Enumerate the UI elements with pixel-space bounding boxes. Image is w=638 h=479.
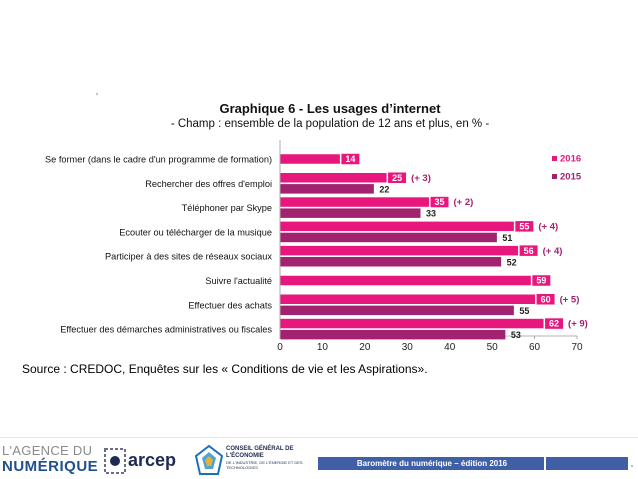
bar-2016 [280,197,429,207]
category-label: Participer à des sites de réseaux sociau… [105,252,272,262]
bar-2016 [280,245,519,256]
difference-annotation: (+ 4) [538,222,558,233]
bar-2016 [280,173,387,183]
logo-arcep-text: arcep [128,450,177,470]
logo-agence-line2: NUMÉRIQUE [2,458,99,475]
value-label-2016: 56 [524,246,534,256]
bar-2015 [280,184,374,194]
x-tick-label: 10 [317,342,329,353]
difference-annotation: (+ 3) [411,173,431,184]
logo-cge-line1: CONSEIL GÉNÉRAL DE L'ÉCONOMIE [226,446,294,459]
x-tick-label: 30 [402,342,414,353]
category-label: Ecouter ou télécharger de la musique [119,227,272,237]
legend-swatch-2015 [552,174,557,179]
value-label-2016: 55 [519,222,529,232]
bar-2015 [280,208,421,218]
x-tick-label: 60 [529,342,541,353]
stray-mark: ʼ [96,92,98,102]
bar-chart: 0 10 20 30 40 50 60 70 Se former (dans le cadre … [45,140,588,353]
category-label: Effectuer des démarches administratives … [60,325,272,335]
bar-2015 [280,257,502,267]
value-label-2016-box [545,318,564,329]
value-label-2016-box [341,153,360,165]
value-label-2016-box [388,172,407,183]
bar-2016 [280,154,340,164]
difference-annotation: (+ 5) [560,294,580,305]
value-label-2016-box [536,294,555,305]
footer-divider [0,437,638,438]
page-dot [631,465,633,467]
logo-cge-line2: DE L'INDUSTRIE, DE L'ÉNERGIE ET DES TECH… [226,460,303,470]
bar-2016 [280,318,544,329]
legend-label-2015: 2015 [560,172,582,183]
bar-2016 [280,275,531,286]
value-label-2015: 33 [426,209,436,219]
footer-band-text: Baromètre du numérique – édition 2016 [356,459,508,468]
legend-label-2016: 2016 [560,154,581,165]
value-label-2016: 60 [541,294,551,304]
value-label-2015: 55 [519,306,529,316]
chart-subtitle: - Champ : ensemble de la population de 1… [170,118,490,130]
bar-2016 [280,294,536,304]
category-label: Effectuer des achats [188,300,272,310]
value-label-2015: 22 [379,184,389,194]
x-tick-label: 0 [277,342,283,353]
category-label: Se former (dans le cadre d'un programme … [45,155,272,165]
difference-annotation: (+ 4) [543,246,563,257]
value-label-2015: 52 [507,257,517,267]
category-label: Suivre l'actualité [205,276,272,286]
cge-emblem-icon [194,444,224,475]
x-tick-label: 40 [444,342,456,353]
value-label-2016: 35 [434,197,444,207]
x-tick-label: 70 [571,342,583,353]
agence-numerique-logo: L'AGENCE DU NUMÉRIQUE [2,443,98,479]
value-label-2016: 25 [392,173,402,183]
cge-logo: CONSEIL GÉNÉRAL DE L'ÉCONOMIE DE L'INDUS… [194,443,314,479]
difference-annotation: (+ 9) [568,319,588,330]
arcep-emblem-icon [104,448,126,474]
value-label-2015: 51 [502,233,512,243]
bar-2015 [280,232,497,243]
difference-annotation: (+ 2) [454,197,474,208]
value-label-2016-box [515,221,534,232]
value-label-2016-box [532,275,551,286]
bar-2015 [280,329,506,340]
bar-2016 [280,221,514,232]
logo-agence-line1: L'AGENCE DU [2,443,93,458]
category-label: Téléphoner par Skype [182,203,272,213]
arcep-logo: arcep [102,444,184,478]
value-label-2015: 53 [511,330,521,340]
category-label: Rechercher des offres d'emploi [145,179,272,189]
footer-band: Baromètre du numérique – édition 2016 [318,457,628,470]
x-tick-label: 20 [359,342,371,353]
x-tick-label: 50 [487,342,499,353]
value-label-2016-box [430,196,449,208]
value-label-2016: 62 [549,319,559,329]
legend-swatch-2016 [552,156,557,161]
value-label-2016-box [519,245,538,256]
bar-2015 [280,305,514,316]
value-label-2016: 59 [536,276,546,286]
source-note: Source : CREDOC, Enquêtes sur les « Cond… [22,362,428,376]
chart-title: Graphique 6 - Les usages d’internet [219,101,441,116]
footer-band-divider [544,457,546,470]
value-label-2016: 14 [345,154,355,164]
